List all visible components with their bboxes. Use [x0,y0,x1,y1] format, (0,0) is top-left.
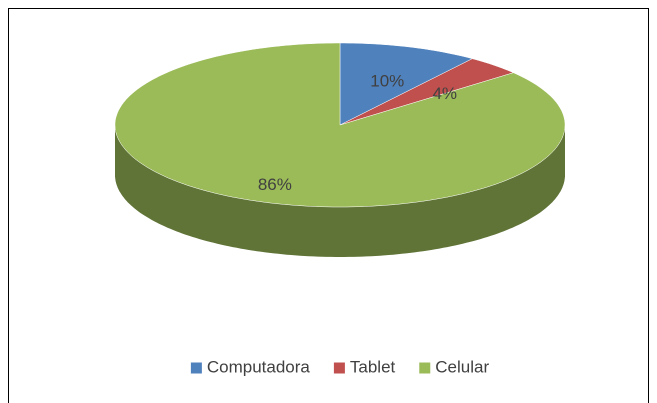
slice [339,58,515,126]
legend-label: Celular [435,357,489,376]
legend-label: Tablet [350,357,396,376]
legend-swatch [190,362,202,374]
data-label: 86% [258,175,292,194]
slice [339,42,473,126]
data-label: 10% [370,71,404,90]
legend-label: Computadora [207,357,311,376]
legend-swatch [333,362,345,374]
legend: Computadora Tablet Celular [190,357,489,376]
legend-swatch [419,362,431,374]
data-label: 4% [432,84,457,103]
slice-side [115,125,565,257]
slice [114,42,566,208]
